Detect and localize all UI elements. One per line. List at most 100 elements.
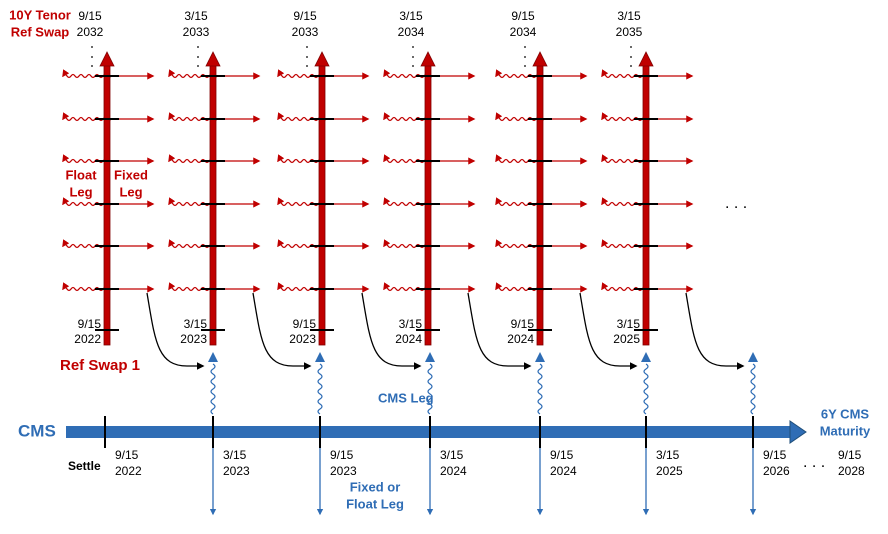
cms-rate-arrow xyxy=(643,363,649,415)
float-leg-label: Leg xyxy=(69,184,92,199)
ellipsis-dot xyxy=(197,65,199,67)
ref-swap-bar-head xyxy=(314,51,330,67)
cms-rate-arrow xyxy=(317,363,323,415)
fixing-arrow xyxy=(146,292,205,370)
cms-rate-arrow-head xyxy=(208,352,218,362)
settle-label: Settle xyxy=(68,459,101,473)
start-date: 9/15 xyxy=(511,317,535,331)
start-date: 3/15 xyxy=(184,317,208,331)
ellipsis-dot xyxy=(91,46,93,48)
cms-rate-arrow-head xyxy=(425,352,435,362)
end-date: 3/15 xyxy=(399,9,423,23)
ellipsis-dot xyxy=(412,46,414,48)
ref-swap-bar-head xyxy=(205,51,221,67)
ellipsis-dot xyxy=(306,56,308,58)
payment-leg-label: Fixed or xyxy=(350,479,401,494)
start-date: 3/15 xyxy=(617,317,641,331)
ellipsis-dot xyxy=(412,56,414,58)
cms-rate-arrow-head xyxy=(748,352,758,362)
payment-date: 2023 xyxy=(330,464,357,478)
payment-date: 9/15 xyxy=(330,448,354,462)
start-date: 9/15 xyxy=(78,317,102,331)
ellipsis-dot xyxy=(524,46,526,48)
cms-label: CMS xyxy=(18,421,56,440)
more-dates: . . . xyxy=(803,454,825,471)
start-date: 2022 xyxy=(74,332,101,346)
end-date: 3/15 xyxy=(184,9,208,23)
ellipsis-dot xyxy=(91,56,93,58)
ellipsis-dot xyxy=(630,46,632,48)
payment-date: 9/15 xyxy=(763,448,787,462)
start-date: 2025 xyxy=(613,332,640,346)
payment-leg-label: Float Leg xyxy=(346,496,404,511)
ref-swap-bar-head xyxy=(420,51,436,67)
cms-rate-arrow-head xyxy=(535,352,545,362)
cms-rate-arrow xyxy=(210,363,216,415)
end-date: 9/15 xyxy=(78,9,102,23)
end-date: 2032 xyxy=(77,25,104,39)
payment-date: 3/15 xyxy=(440,448,464,462)
ellipsis-dot xyxy=(91,65,93,67)
fixing-arrow xyxy=(685,292,745,370)
payment-date: 9/15 xyxy=(550,448,574,462)
end-date: 2034 xyxy=(398,25,425,39)
payment-date: 2024 xyxy=(550,464,577,478)
end-date: 9/15 xyxy=(511,9,535,23)
ellipsis-dot xyxy=(197,46,199,48)
ellipsis-dot xyxy=(630,65,632,67)
ellipsis-dot xyxy=(306,46,308,48)
end-date: 9/15 xyxy=(293,9,317,23)
tenor-label: Ref Swap xyxy=(11,24,70,39)
ref-swap-bar-head xyxy=(532,51,548,67)
float-leg-label: Float xyxy=(65,167,97,182)
fixing-arrow xyxy=(579,292,638,370)
final-date: 9/15 xyxy=(838,448,862,462)
payment-date: 2022 xyxy=(115,464,142,478)
cms-timeline-head xyxy=(789,420,807,444)
payment-date: 2026 xyxy=(763,464,790,478)
maturity-label: Maturity xyxy=(820,423,871,438)
fixing-arrow xyxy=(467,292,532,370)
start-date: 2024 xyxy=(395,332,422,346)
start-date: 2023 xyxy=(289,332,316,346)
start-date: 2023 xyxy=(180,332,207,346)
end-date: 2033 xyxy=(292,25,319,39)
payment-date: 2023 xyxy=(223,464,250,478)
ellipsis-dot xyxy=(306,65,308,67)
fixed-leg-label: Fixed xyxy=(114,167,148,182)
payment-date: 2025 xyxy=(656,464,683,478)
start-date: 2024 xyxy=(507,332,534,346)
end-date: 3/15 xyxy=(617,9,641,23)
ref-swap-1-label: Ref Swap 1 xyxy=(60,357,140,374)
cms-rate-arrow-head xyxy=(315,352,325,362)
cms-rate-arrow xyxy=(427,363,433,415)
ellipsis-dot xyxy=(524,56,526,58)
payment-date: 2024 xyxy=(440,464,467,478)
cms-rate-arrow xyxy=(537,363,543,415)
payment-date: 3/15 xyxy=(656,448,680,462)
final-date: 2028 xyxy=(838,464,865,478)
payment-date: 9/15 xyxy=(115,448,139,462)
cms-rate-arrow-head xyxy=(641,352,651,362)
end-date: 2033 xyxy=(183,25,210,39)
ellipsis-dot xyxy=(197,56,199,58)
maturity-label: 6Y CMS xyxy=(821,406,869,421)
ref-swap-bar-head xyxy=(638,51,654,67)
cms-rate-arrow xyxy=(750,363,756,415)
ellipsis-dot xyxy=(412,65,414,67)
start-date: 3/15 xyxy=(399,317,423,331)
more-swaps: . . . xyxy=(725,195,747,212)
end-date: 2034 xyxy=(510,25,537,39)
start-date: 9/15 xyxy=(293,317,317,331)
ellipsis-dot xyxy=(630,56,632,58)
tenor-label: 10Y Tenor xyxy=(9,7,71,22)
end-date: 2035 xyxy=(616,25,643,39)
ref-swap-bar-head xyxy=(99,51,115,67)
ellipsis-dot xyxy=(524,65,526,67)
fixing-arrow xyxy=(361,292,422,370)
fixed-leg-label: Leg xyxy=(119,184,142,199)
payment-date: 3/15 xyxy=(223,448,247,462)
cms-leg-label: CMS Leg xyxy=(378,390,434,405)
fixing-arrow xyxy=(252,292,312,370)
